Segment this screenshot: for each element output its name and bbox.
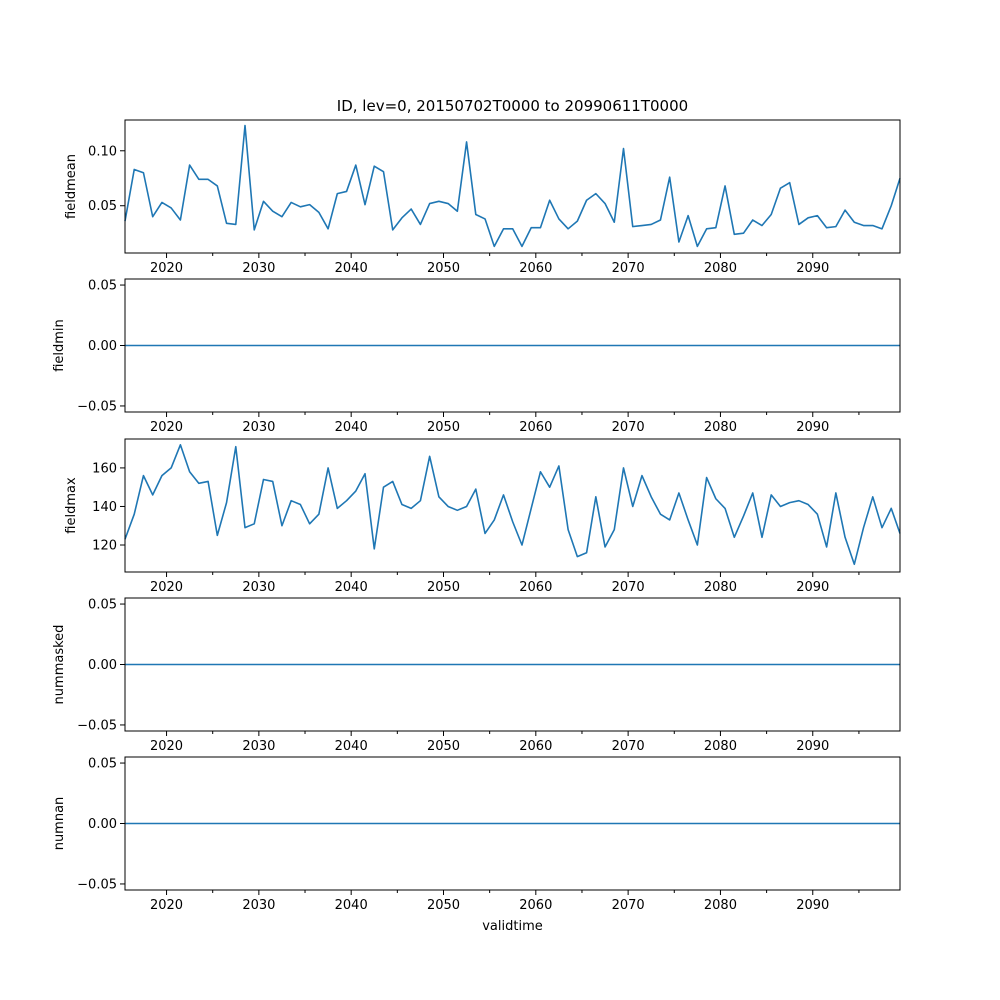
nummasked-x-tick-label-2090: 2090: [796, 739, 829, 754]
fieldmin-y-tick-label-0: −0.05: [77, 399, 117, 414]
nummasked-x-tick-label-2080: 2080: [704, 739, 737, 754]
fieldmean-x-tick-label-2080: 2080: [704, 261, 737, 276]
fieldmean-x-tick-label-2050: 2050: [427, 261, 460, 276]
fieldmin-x-tick-label-2060: 2060: [519, 420, 552, 435]
fieldmean-x-tick-label-2060: 2060: [519, 261, 552, 276]
fieldmin-x-tick-label-2040: 2040: [335, 420, 368, 435]
nummasked-y-axis-label: nummasked: [52, 625, 67, 705]
fieldmean-x-tick-label-2040: 2040: [335, 261, 368, 276]
fieldmax-x-tick-label-2060: 2060: [519, 580, 552, 595]
numnan-x-tick-label-2060: 2060: [519, 898, 552, 913]
fieldmean-y-tick-label-1: 0.10: [88, 144, 117, 159]
fieldmin-x-tick-label-2030: 2030: [242, 420, 275, 435]
nummasked-x-tick-label-2040: 2040: [335, 739, 368, 754]
nummasked-x-tick-label-2050: 2050: [427, 739, 460, 754]
fieldmin-panel: 2020 2030 2040 2050 2060 2070 2080 2090 −0.05 0.0…: [52, 278, 901, 435]
fieldmax-x-tick-label-2030: 2030: [242, 580, 275, 595]
fieldmin-x-tick-label-2070: 2070: [612, 420, 645, 435]
numnan-x-tick-label-2030: 2030: [242, 898, 275, 913]
fieldmean-y-tick-label-0: 0.05: [88, 199, 117, 214]
fieldmean-axes-frame: [124, 119, 901, 254]
fieldmax-x-tick-label-2020: 2020: [150, 580, 183, 595]
fieldmax-axes-frame: [124, 438, 901, 573]
fieldmax-panel: 2020 2030 2040 2050 2060 2070 2080 2090 120 140 16…: [64, 438, 901, 595]
nummasked-x-tick-label-2070: 2070: [612, 739, 645, 754]
fieldmean-panel: 2020 2030 2040 2050 2060 2070 2080 2090 0.05 0.10…: [64, 119, 901, 276]
nummasked-y-tick-label-1: 0.00: [88, 658, 117, 673]
numnan-x-tick-label-2090: 2090: [796, 898, 829, 913]
nummasked-x-tick-label-2060: 2060: [519, 739, 552, 754]
numnan-x-tick-label-2040: 2040: [335, 898, 368, 913]
fieldmax-series-line: [124, 443, 901, 566]
numnan-panel: 2020 2030 2040 2050 2060 2070 2080 2090 −0.05 0.0…: [52, 756, 901, 913]
x-axis-label: validtime: [482, 919, 543, 934]
fieldmax-x-tick-label-2090: 2090: [796, 580, 829, 595]
fieldmean-y-axis-label: fieldmean: [64, 154, 79, 219]
nummasked-x-tick-label-2030: 2030: [242, 739, 275, 754]
fieldmean-x-tick-label-2090: 2090: [796, 261, 829, 276]
numnan-y-axis-label: numnan: [52, 797, 67, 851]
fieldmax-x-tick-label-2050: 2050: [427, 580, 460, 595]
numnan-y-tick-label-2: 0.05: [88, 757, 117, 772]
fieldmin-y-tick-label-1: 0.00: [88, 339, 117, 354]
fieldmax-x-tick-label-2080: 2080: [704, 580, 737, 595]
fieldmax-x-tick-label-2040: 2040: [335, 580, 368, 595]
nummasked-panel: 2020 2030 2040 2050 2060 2070 2080 2090 −0.05 0.0…: [52, 597, 901, 754]
fieldmin-x-tick-label-2050: 2050: [427, 420, 460, 435]
fieldmin-x-tick-label-2090: 2090: [796, 420, 829, 435]
nummasked-x-tick-label-2020: 2020: [150, 739, 183, 754]
chart-title: ID, lev=0, 20150702T0000 to 20990611T000…: [337, 97, 688, 115]
fieldmin-y-tick-label-2: 0.05: [88, 279, 117, 294]
fieldmin-x-tick-label-2020: 2020: [150, 420, 183, 435]
fieldmean-x-tick-label-2030: 2030: [242, 261, 275, 276]
numnan-x-tick-label-2070: 2070: [612, 898, 645, 913]
fieldmean-x-tick-label-2020: 2020: [150, 261, 183, 276]
numnan-x-tick-label-2080: 2080: [704, 898, 737, 913]
fieldmax-y-axis-label: fieldmax: [64, 477, 79, 534]
numnan-x-tick-label-2050: 2050: [427, 898, 460, 913]
subplot-stack: 2020 2030 2040 2050 2060 2070 2080 2090 0.05 0.10…: [52, 119, 901, 913]
fieldmean-series-line: [124, 124, 901, 248]
numnan-y-tick-label-1: 0.00: [88, 817, 117, 832]
nummasked-y-tick-label-2: 0.05: [88, 598, 117, 613]
numnan-y-tick-label-0: −0.05: [77, 877, 117, 892]
fieldmax-y-tick-label-0: 120: [92, 539, 117, 554]
fieldmax-y-tick-label-2: 160: [92, 461, 117, 476]
fieldmin-y-axis-label: fieldmin: [52, 319, 67, 372]
nummasked-y-tick-label-0: −0.05: [77, 718, 117, 733]
fieldmax-y-tick-label-1: 140: [92, 500, 117, 515]
numnan-x-tick-label-2020: 2020: [150, 898, 183, 913]
fieldmax-x-tick-label-2070: 2070: [612, 580, 645, 595]
fieldmean-x-tick-label-2070: 2070: [612, 261, 645, 276]
fieldmin-x-tick-label-2080: 2080: [704, 420, 737, 435]
